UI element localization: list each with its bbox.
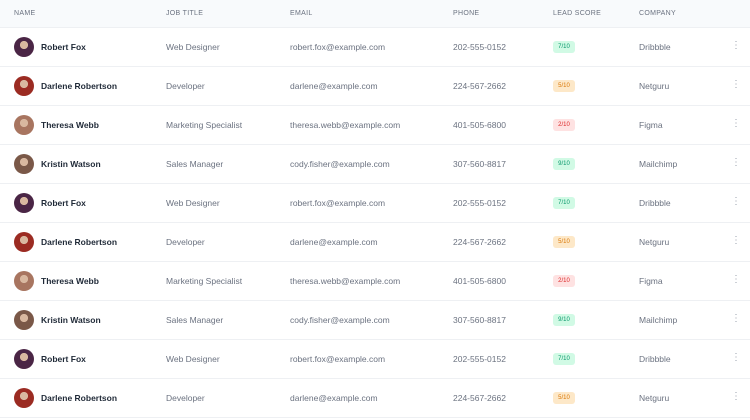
lead-score-badge: 7/10 xyxy=(553,353,575,365)
avatar xyxy=(14,154,34,174)
company: Mailchimp xyxy=(639,315,678,325)
phone: 401-505-6800 xyxy=(453,276,506,286)
company: Figma xyxy=(639,120,663,130)
table-row[interactable]: Theresa Webb Marketing Specialist theres… xyxy=(0,106,750,145)
phone: 401-505-6800 xyxy=(453,120,506,130)
avatar xyxy=(14,388,34,408)
table-row[interactable]: Darlene Robertson Developer darlene@exam… xyxy=(0,67,750,106)
contact-name: Theresa Webb xyxy=(41,120,99,130)
phone: 224-567-2662 xyxy=(453,237,506,247)
email: robert.fox@example.com xyxy=(290,42,386,52)
email: darlene@example.com xyxy=(290,393,378,403)
email: darlene@example.com xyxy=(290,81,378,91)
job-title: Developer xyxy=(166,393,205,403)
col-job-title[interactable]: JOB TITLE xyxy=(166,10,204,17)
more-options-icon[interactable]: ⋮ xyxy=(731,157,741,168)
job-title: Web Designer xyxy=(166,198,220,208)
job-title: Web Designer xyxy=(166,42,220,52)
company: Dribbble xyxy=(639,354,671,364)
lead-score-badge: 9/10 xyxy=(553,158,575,170)
phone: 202-555-0152 xyxy=(453,198,506,208)
contact-name: Darlene Robertson xyxy=(41,81,118,91)
job-title: Developer xyxy=(166,81,205,91)
avatar xyxy=(14,76,34,96)
company: Dribbble xyxy=(639,42,671,52)
job-title: Marketing Specialist xyxy=(166,276,243,286)
more-options-icon[interactable]: ⋮ xyxy=(731,235,741,246)
lead-score-badge: 5/10 xyxy=(553,392,575,404)
more-options-icon[interactable]: ⋮ xyxy=(731,40,741,51)
company: Netguru xyxy=(639,81,670,91)
avatar xyxy=(14,271,34,291)
email: theresa.webb@example.com xyxy=(290,120,401,130)
phone: 224-567-2662 xyxy=(453,393,506,403)
table-row[interactable]: Darlene Robertson Developer darlene@exam… xyxy=(0,379,750,418)
company: Netguru xyxy=(639,237,670,247)
job-title: Sales Manager xyxy=(166,315,224,325)
contact-name: Robert Fox xyxy=(41,198,86,208)
more-options-icon[interactable]: ⋮ xyxy=(731,79,741,90)
table-row[interactable]: Robert Fox Web Designer robert.fox@examp… xyxy=(0,184,750,223)
table-row[interactable]: Robert Fox Web Designer robert.fox@examp… xyxy=(0,28,750,67)
contact-name: Theresa Webb xyxy=(41,276,99,286)
phone: 307-560-8817 xyxy=(453,159,506,169)
more-options-icon[interactable]: ⋮ xyxy=(731,391,741,402)
lead-score-badge: 2/10 xyxy=(553,119,575,131)
lead-score-badge: 9/10 xyxy=(553,314,575,326)
table-row[interactable]: Theresa Webb Marketing Specialist theres… xyxy=(0,262,750,301)
col-name[interactable]: NAME xyxy=(14,10,36,17)
more-options-icon[interactable]: ⋮ xyxy=(731,118,741,129)
more-options-icon[interactable]: ⋮ xyxy=(731,196,741,207)
job-title: Marketing Specialist xyxy=(166,120,243,130)
contact-name: Darlene Robertson xyxy=(41,393,118,403)
avatar xyxy=(14,310,34,330)
phone: 202-555-0152 xyxy=(453,354,506,364)
phone: 307-560-8817 xyxy=(453,315,506,325)
col-email[interactable]: EMAIL xyxy=(290,10,313,17)
email: darlene@example.com xyxy=(290,237,378,247)
avatar xyxy=(14,349,34,369)
contact-name: Kristin Watson xyxy=(41,315,101,325)
email: cody.fisher@example.com xyxy=(290,315,390,325)
col-phone[interactable]: PHONE xyxy=(453,10,480,17)
contact-name: Darlene Robertson xyxy=(41,237,118,247)
email: cody.fisher@example.com xyxy=(290,159,390,169)
avatar xyxy=(14,232,34,252)
contact-name: Kristin Watson xyxy=(41,159,101,169)
email: theresa.webb@example.com xyxy=(290,276,401,286)
more-options-icon[interactable]: ⋮ xyxy=(731,352,741,363)
phone: 224-567-2662 xyxy=(453,81,506,91)
email: robert.fox@example.com xyxy=(290,354,386,364)
email: robert.fox@example.com xyxy=(290,198,386,208)
table-row[interactable]: Kristin Watson Sales Manager cody.fisher… xyxy=(0,145,750,184)
avatar xyxy=(14,37,34,57)
lead-score-badge: 7/10 xyxy=(553,197,575,209)
lead-score-badge: 2/10 xyxy=(553,275,575,287)
col-company[interactable]: COMPANY xyxy=(639,10,676,17)
contact-name: Robert Fox xyxy=(41,42,86,52)
job-title: Sales Manager xyxy=(166,159,224,169)
more-options-icon[interactable]: ⋮ xyxy=(731,313,741,324)
table-body: Robert Fox Web Designer robert.fox@examp… xyxy=(0,28,750,418)
lead-score-badge: 5/10 xyxy=(553,80,575,92)
contact-name: Robert Fox xyxy=(41,354,86,364)
avatar xyxy=(14,193,34,213)
table-row[interactable]: Robert Fox Web Designer robert.fox@examp… xyxy=(0,340,750,379)
col-lead-score[interactable]: LEAD SCORE xyxy=(553,10,602,17)
table-row[interactable]: Darlene Robertson Developer darlene@exam… xyxy=(0,223,750,262)
more-options-icon[interactable]: ⋮ xyxy=(731,274,741,285)
phone: 202-555-0152 xyxy=(453,42,506,52)
company: Netguru xyxy=(639,393,670,403)
job-title: Developer xyxy=(166,237,205,247)
company: Mailchimp xyxy=(639,159,678,169)
company: Figma xyxy=(639,276,663,286)
job-title: Web Designer xyxy=(166,354,220,364)
lead-score-badge: 7/10 xyxy=(553,41,575,53)
avatar xyxy=(14,115,34,135)
company: Dribbble xyxy=(639,198,671,208)
table-header: NAME JOB TITLE EMAIL PHONE LEAD SCORE CO… xyxy=(0,0,750,28)
table-row[interactable]: Kristin Watson Sales Manager cody.fisher… xyxy=(0,301,750,340)
lead-score-badge: 5/10 xyxy=(553,236,575,248)
